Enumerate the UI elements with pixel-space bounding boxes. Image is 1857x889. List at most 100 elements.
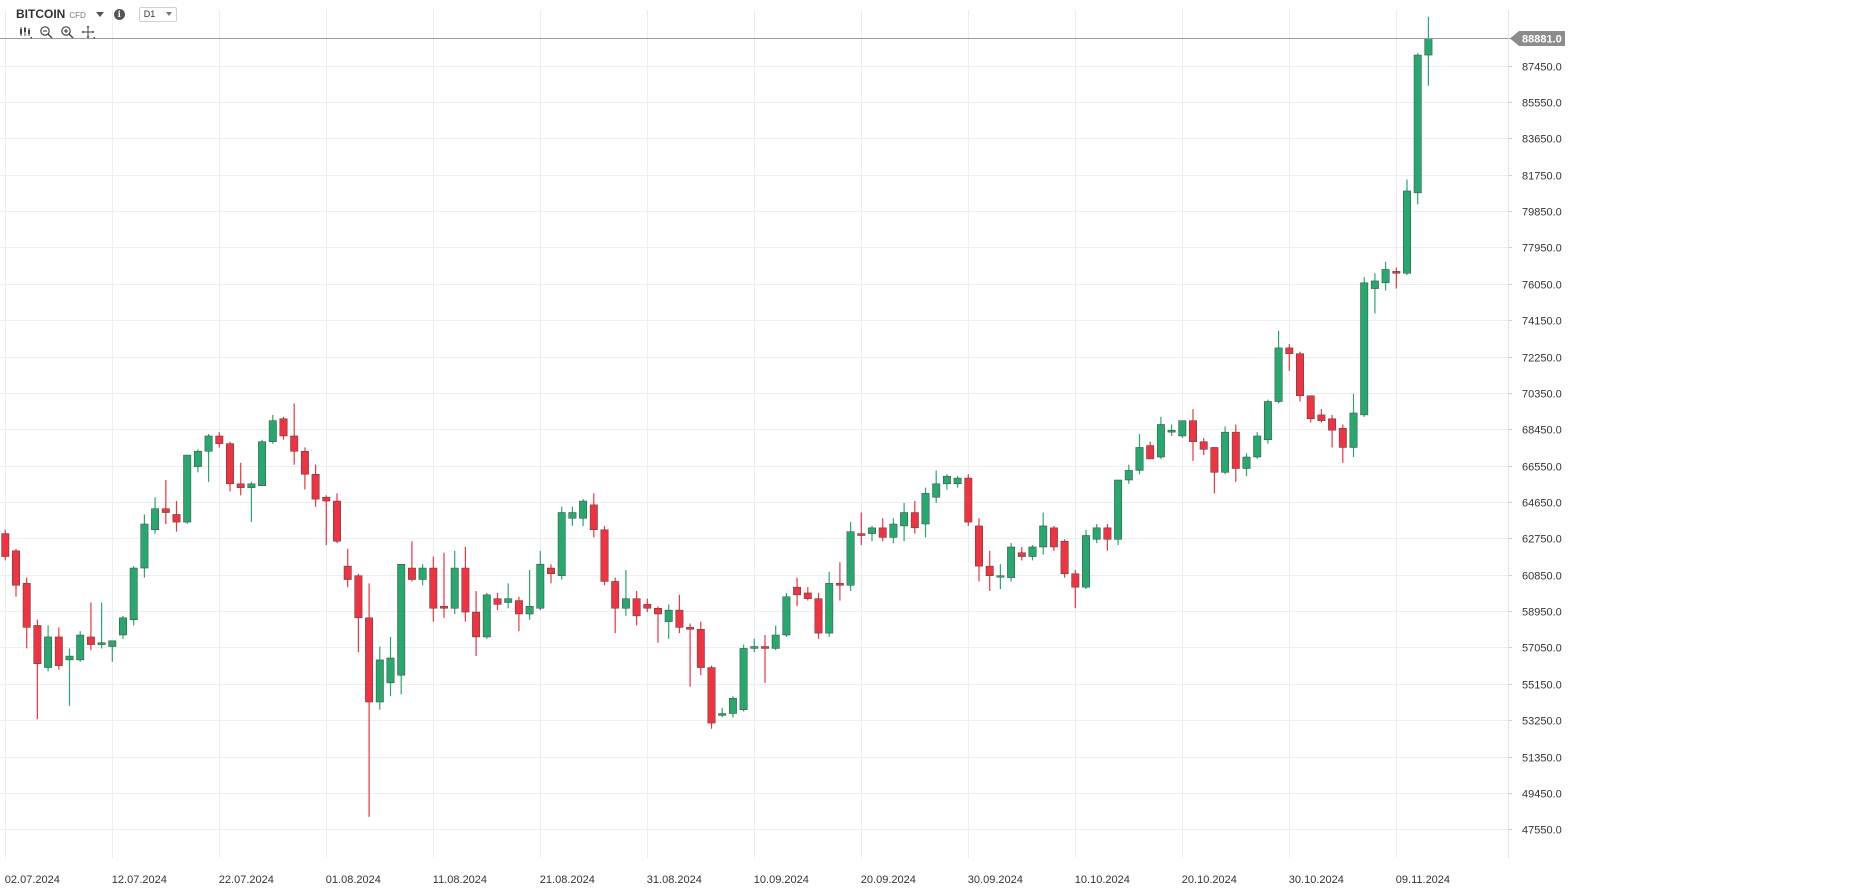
candle bbox=[1103, 524, 1112, 551]
candle-body-down bbox=[547, 567, 555, 575]
candle-body-up bbox=[921, 493, 930, 525]
candle bbox=[279, 416, 288, 440]
candle-body-down bbox=[1017, 552, 1026, 557]
timeframe-select[interactable]: D1 bbox=[138, 6, 177, 22]
candle bbox=[835, 562, 844, 601]
last-price-line: 88881.0 bbox=[0, 31, 1565, 46]
candle-body-up bbox=[525, 606, 534, 615]
candle-body-up bbox=[739, 648, 748, 710]
candle-body-up bbox=[268, 420, 277, 442]
candle-body-up bbox=[1242, 456, 1251, 469]
candle bbox=[311, 464, 320, 507]
candle-body-down bbox=[857, 533, 866, 536]
candle-body-down bbox=[1328, 418, 1337, 431]
y-tick-label: 81750.0 bbox=[1522, 171, 1562, 183]
y-tick-label: 87450.0 bbox=[1522, 62, 1562, 74]
candle bbox=[878, 518, 887, 542]
zoom-in-icon[interactable] bbox=[60, 25, 75, 40]
candle-body-down bbox=[472, 611, 481, 638]
candle bbox=[1413, 53, 1422, 205]
candle-body-up bbox=[1114, 479, 1123, 540]
candle-body-down bbox=[236, 483, 245, 488]
candle-body-up bbox=[1124, 470, 1133, 481]
candle-body-down bbox=[54, 636, 63, 666]
symbol-selector[interactable]: BITCOIN CFD i D1 bbox=[16, 5, 177, 23]
candle bbox=[547, 564, 555, 584]
indicators-icon[interactable] bbox=[18, 25, 33, 40]
candle-body-down bbox=[803, 592, 812, 599]
candle bbox=[1189, 409, 1197, 461]
candle bbox=[793, 577, 802, 607]
x-tick-label: 09.11.2024 bbox=[1396, 874, 1450, 886]
candle-body-up bbox=[1424, 37, 1433, 56]
symbol-name[interactable]: BITCOIN bbox=[16, 7, 66, 21]
candle-body-down bbox=[696, 629, 705, 668]
candle-body-down bbox=[279, 418, 288, 437]
candle bbox=[589, 493, 598, 538]
candle-body-down bbox=[686, 627, 695, 630]
candle bbox=[247, 481, 256, 523]
candle-body-down bbox=[429, 567, 438, 609]
candle-body-up bbox=[953, 477, 962, 485]
candle-body-down bbox=[1392, 271, 1401, 274]
candle bbox=[514, 596, 523, 632]
candle bbox=[140, 514, 149, 578]
move-icon[interactable] bbox=[81, 25, 96, 40]
candle bbox=[686, 623, 695, 687]
candle-body-down bbox=[975, 525, 983, 567]
x-tick-label: 01.08.2024 bbox=[326, 874, 381, 886]
candle bbox=[900, 502, 909, 542]
candle-body-down bbox=[1199, 441, 1208, 450]
candle-body-down bbox=[1189, 420, 1197, 442]
candle bbox=[54, 627, 63, 670]
candle bbox=[161, 479, 170, 525]
candle-body-up bbox=[140, 523, 149, 569]
candle bbox=[44, 625, 53, 672]
candle bbox=[1017, 546, 1026, 561]
candle-body-up bbox=[1413, 54, 1422, 194]
candle-body-down bbox=[985, 565, 994, 576]
candle bbox=[889, 518, 898, 544]
candle-body-up bbox=[397, 563, 406, 676]
candle-body-up bbox=[1381, 269, 1390, 284]
y-tick-label: 60850.0 bbox=[1522, 571, 1562, 583]
candle bbox=[151, 497, 160, 534]
candle-body-up bbox=[579, 500, 588, 519]
candle bbox=[1028, 545, 1037, 561]
candle bbox=[1381, 261, 1390, 291]
candle bbox=[1060, 539, 1069, 578]
candles bbox=[1, 16, 1433, 817]
candle-body-up bbox=[1403, 190, 1411, 274]
candle-body-down bbox=[1210, 447, 1219, 473]
y-tick-label: 85550.0 bbox=[1522, 98, 1562, 110]
candle bbox=[1296, 351, 1304, 402]
candle bbox=[86, 602, 95, 651]
candle-body-up bbox=[482, 594, 491, 638]
candle-body-down bbox=[1146, 445, 1155, 460]
candle bbox=[975, 518, 983, 582]
candle-body-down bbox=[354, 575, 363, 619]
candle-body-up bbox=[450, 567, 459, 609]
candle bbox=[1403, 179, 1411, 276]
info-icon[interactable]: i bbox=[113, 8, 125, 20]
y-tick-label: 68450.0 bbox=[1522, 425, 1562, 437]
x-tick-label: 02.07.2024 bbox=[5, 874, 60, 886]
candle-body-up bbox=[1349, 412, 1358, 448]
candle-body-up bbox=[204, 435, 213, 452]
candle bbox=[22, 577, 31, 649]
candle bbox=[1007, 543, 1016, 582]
candle-body-down bbox=[440, 606, 448, 609]
candle bbox=[1082, 529, 1090, 590]
candle bbox=[12, 548, 20, 597]
candle-body-down bbox=[675, 609, 684, 628]
candle bbox=[1328, 414, 1337, 448]
candle bbox=[868, 525, 876, 542]
y-tick-label: 49450.0 bbox=[1522, 789, 1562, 801]
candle-body-up bbox=[1082, 535, 1090, 588]
candle-body-down bbox=[1103, 527, 1112, 540]
candle bbox=[1071, 569, 1080, 609]
zoom-out-icon[interactable] bbox=[39, 25, 54, 40]
chevron-down-icon[interactable] bbox=[95, 11, 104, 17]
candle bbox=[654, 606, 662, 643]
